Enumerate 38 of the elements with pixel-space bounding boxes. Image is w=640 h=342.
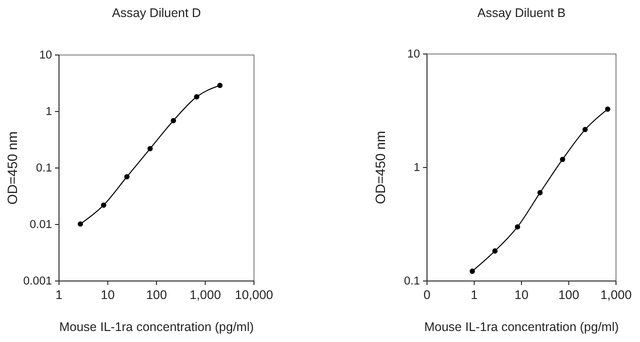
point	[560, 156, 566, 162]
point	[537, 190, 543, 196]
y-axis-title: OD=450 nm	[5, 131, 20, 205]
x-tick-label: 10	[514, 288, 528, 302]
point	[217, 82, 223, 88]
x-tick-label: 10	[100, 288, 115, 302]
y-tick-label: 10	[39, 50, 52, 62]
x-tick-label: 100	[558, 288, 580, 302]
x-tick-label: 10,000	[234, 288, 274, 302]
y-tick-label: 0.001	[23, 276, 52, 288]
y-axis-title: OD=450 nm	[373, 130, 388, 204]
y-tick-label: 1	[414, 162, 420, 174]
chart-title: Assay Diluent B	[477, 6, 566, 20]
y-tick-label: 0.1	[404, 276, 420, 288]
x-axis-title: Mouse IL-1ra concentration (pg/ml)	[424, 320, 619, 334]
point	[124, 174, 130, 180]
point	[78, 221, 83, 227]
y-tick-label: 0.01	[30, 219, 52, 232]
y-tick-label: 1	[46, 106, 52, 118]
x-tick-label: 1	[56, 288, 63, 302]
point	[147, 146, 153, 152]
point	[100, 202, 106, 208]
point	[194, 94, 200, 100]
chart-title: Assay Diluent D	[112, 6, 201, 20]
point	[514, 224, 520, 230]
x-tick-label: 0	[424, 288, 431, 302]
x-tick-label: 100	[146, 288, 167, 302]
y-tick-label: 0.1	[36, 162, 52, 175]
point	[605, 106, 610, 112]
y-tick-label: 10	[407, 48, 420, 61]
x-tick-label: 1	[470, 288, 478, 302]
point	[492, 248, 498, 254]
point	[470, 268, 475, 274]
x-tick-label: 1,000	[600, 288, 632, 302]
point	[170, 118, 176, 124]
x-tick-label: 1,000	[190, 288, 221, 302]
point	[582, 126, 588, 132]
x-axis-title: Mouse IL-1ra concentration (pg/ml)	[59, 320, 254, 334]
